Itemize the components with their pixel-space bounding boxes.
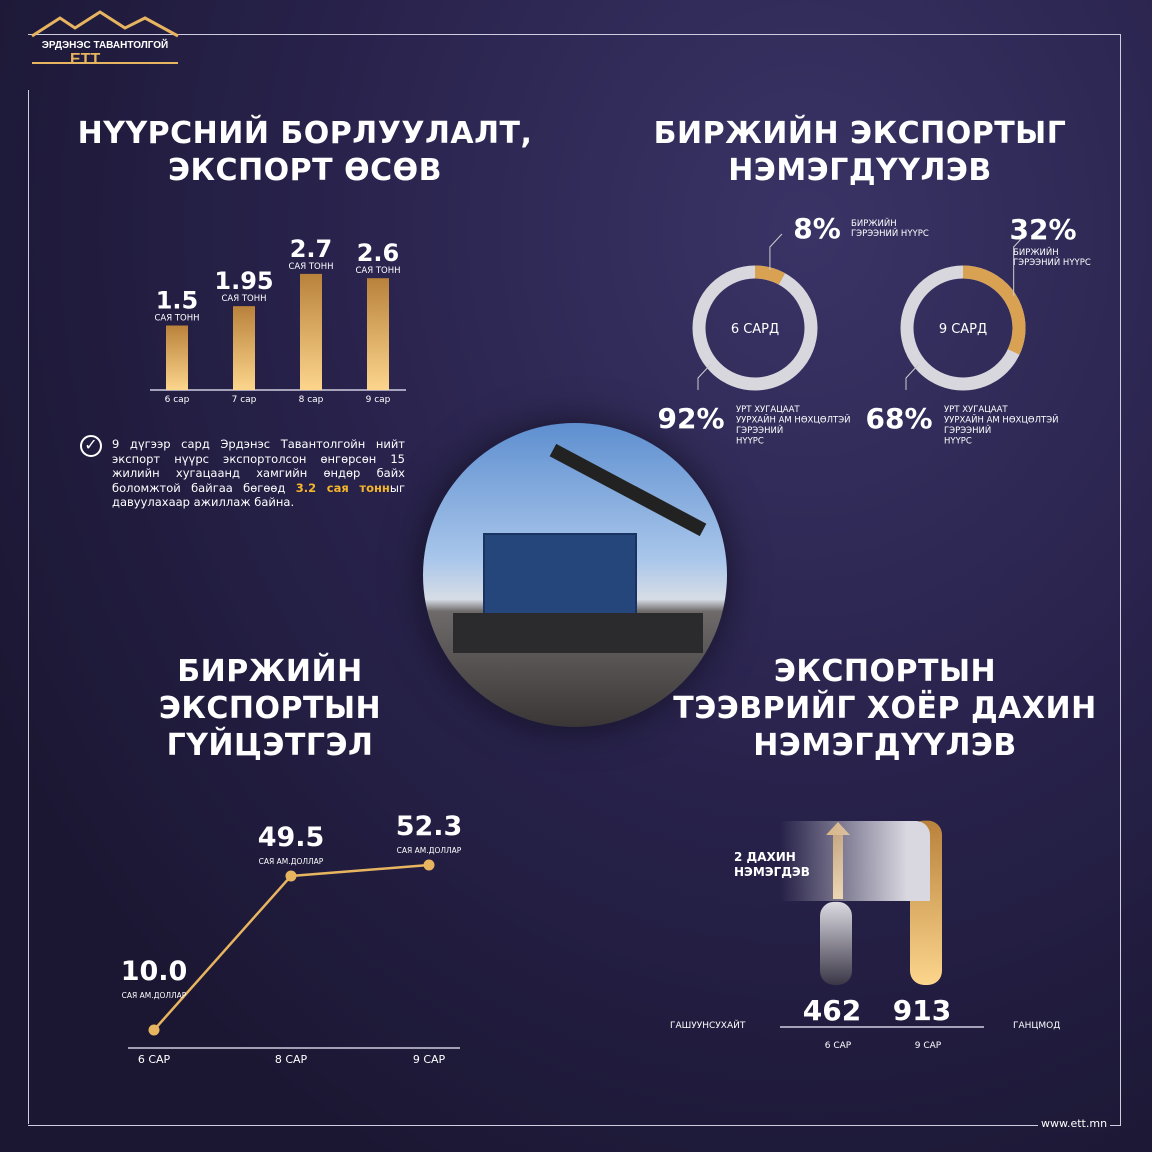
point-unit: САЯ АМ.ДОЛЛАР [122,991,187,1000]
donut-center-label: 9 САРД [939,322,987,337]
percent-label: 8% [793,212,841,245]
percent-label: 32% [1009,213,1076,246]
bar [367,278,389,390]
section4-title: ЭКСПОРТЫН ТЭЭВРИЙГ ХОЁР ДАХИН НЭМЭГДҮҮЛЭВ [660,653,1110,764]
x-tick-label: 6 САР [138,1053,171,1066]
leader-line [905,363,920,390]
callout-line: НЭМЭГДЭВ [734,865,810,879]
bar-unit: САЯ ТОНН [154,314,199,324]
bar [820,901,852,985]
title-line: БИРЖИЙН [177,654,363,689]
donut-center-label: 6 САРД [731,322,779,337]
title-line: ЭКСПОРТ ӨСӨВ [168,153,442,188]
website[interactable]: www.ett.mn [1038,1117,1111,1130]
slice-name: БИРЖИЙН [851,217,897,229]
title-line: ЭКСПОРТЫН [158,691,382,726]
title-line: НЭМЭГДҮҮЛЭВ [728,153,992,188]
point-value: 10.0 [121,956,188,987]
x-tick-label: 8 САР [275,1053,308,1066]
point-value: 49.5 [258,822,325,853]
leader-line [697,363,712,390]
bar-value: 1.95 [214,267,273,295]
x-tick-label: 6 САР [825,1041,852,1051]
left-label: ГАШУУНСУХАЙТ [670,1021,746,1031]
data-point [423,859,435,871]
bar-unit: САЯ ТОНН [355,266,400,276]
bar [166,325,188,390]
title-line: ЭКСПОРТЫН [773,654,997,689]
bar-unit: САЯ ТОНН [221,294,266,304]
svg-text:ЭРДЭНЭС ТАВАНТОЛГОЙ: ЭРДЭНЭС ТАВАНТОЛГОЙ [42,38,169,51]
slice-name: УРТ ХУГАЦААТ [944,405,1008,415]
data-point [285,870,297,882]
frame-border-left [28,90,29,1124]
section3-title: БИРЖИЙН ЭКСПОРТЫН ГҮЙЦЭТГЭЛ [120,653,420,764]
x-tick-label: 9 САР [915,1041,942,1051]
bar-value: 1.5 [156,287,199,315]
slice-name: ГЭРЭЭНИЙ НҮҮРС [851,227,929,239]
callout: 2 ДАХИН НЭМЭГДЭВ [734,850,810,880]
point-unit: САЯ АМ.ДОЛЛАР [259,857,324,866]
x-tick-label: 7 сар [232,395,257,405]
note-highlight: 3.2 сая тонн [295,480,390,495]
slice-name: НҮҮРС [944,437,972,447]
x-tick-label: 6 сар [165,395,190,405]
slice-name: ГЭРЭЭНИЙ [736,424,783,436]
bar-value: 2.7 [290,235,333,263]
point-value: 52.3 [396,811,463,842]
section2-title: БИРЖИЙН ЭКСПОРТЫГ НЭМЭГДҮҮЛЭВ [620,115,1100,189]
container-truck-photo [423,423,727,727]
slice-name: УУРХАЙН АМ НӨХЦӨЛТЭЙ [944,414,1059,426]
transport-band [780,821,930,901]
x-tick-label: 9 сар [366,395,391,405]
data-point [148,1024,160,1036]
callout-line: 2 ДАХИН [734,850,796,864]
section1-title: НҮҮРСНИЙ БОРЛУУЛАЛТ, ЭКСПОРТ ӨСӨВ [60,115,550,189]
logo: ЭРДЭНЭС ТАВАНТОЛГОЙ ЕТТ [30,10,180,70]
bar-unit: САЯ ТОНН [288,262,333,272]
section1-note: 9 дүгээр сард Эрдэнэс Тавантолгойн нийт … [112,437,405,510]
donut-slice-exchange [692,265,818,391]
bar [300,273,322,390]
slice-name: НҮҮРС [736,437,764,447]
note-text: ыг давуулахаар ажиллаж байна. [112,480,405,510]
slice-name: УУРХАЙН АМ НӨХЦӨЛТЭЙ [736,414,851,426]
right-label: ГАНЦМОД [1013,1021,1061,1031]
donut-slice-exchange [900,265,1026,391]
leader-line [1013,233,1027,296]
bar-value: 913 [893,994,951,1027]
title-line: НЭМЭГДҮҮЛЭВ [753,728,1017,763]
point-unit: САЯ АМ.ДОЛЛАР [397,846,462,855]
title-line: ГҮЙЦЭТГЭЛ [166,728,374,763]
title-line: БИРЖИЙН ЭКСПОРТЫГ [653,116,1067,151]
frame-border [28,34,1121,1126]
title-line: ТЭЭВРИЙГ ХОЁР ДАХИН [673,691,1097,726]
bar-value: 462 [803,994,861,1027]
title-line: НҮҮРСНИЙ БОРЛУУЛАЛТ, [77,116,533,151]
x-tick-label: 8 сар [299,395,324,405]
x-tick-label: 9 САР [413,1053,446,1066]
percent-label: 68% [865,402,932,435]
percent-label: 92% [657,402,724,435]
slice-name: ГЭРЭЭНИЙ [944,424,991,436]
slice-name: БИРЖИЙН [1013,246,1059,258]
bar [233,306,255,390]
note-text: 9 дүгээр сард Эрдэнэс Тавантолгойн нийт … [112,437,405,495]
bar-value: 2.6 [357,239,400,267]
slice-name: ГЭРЭЭНИЙ НҮҮРС [1013,256,1091,268]
check-circle-icon: ✓ [80,435,102,457]
slice-name: УРТ ХУГАЦААТ [736,405,800,415]
leader-line [769,233,783,270]
line-series [153,863,430,1031]
